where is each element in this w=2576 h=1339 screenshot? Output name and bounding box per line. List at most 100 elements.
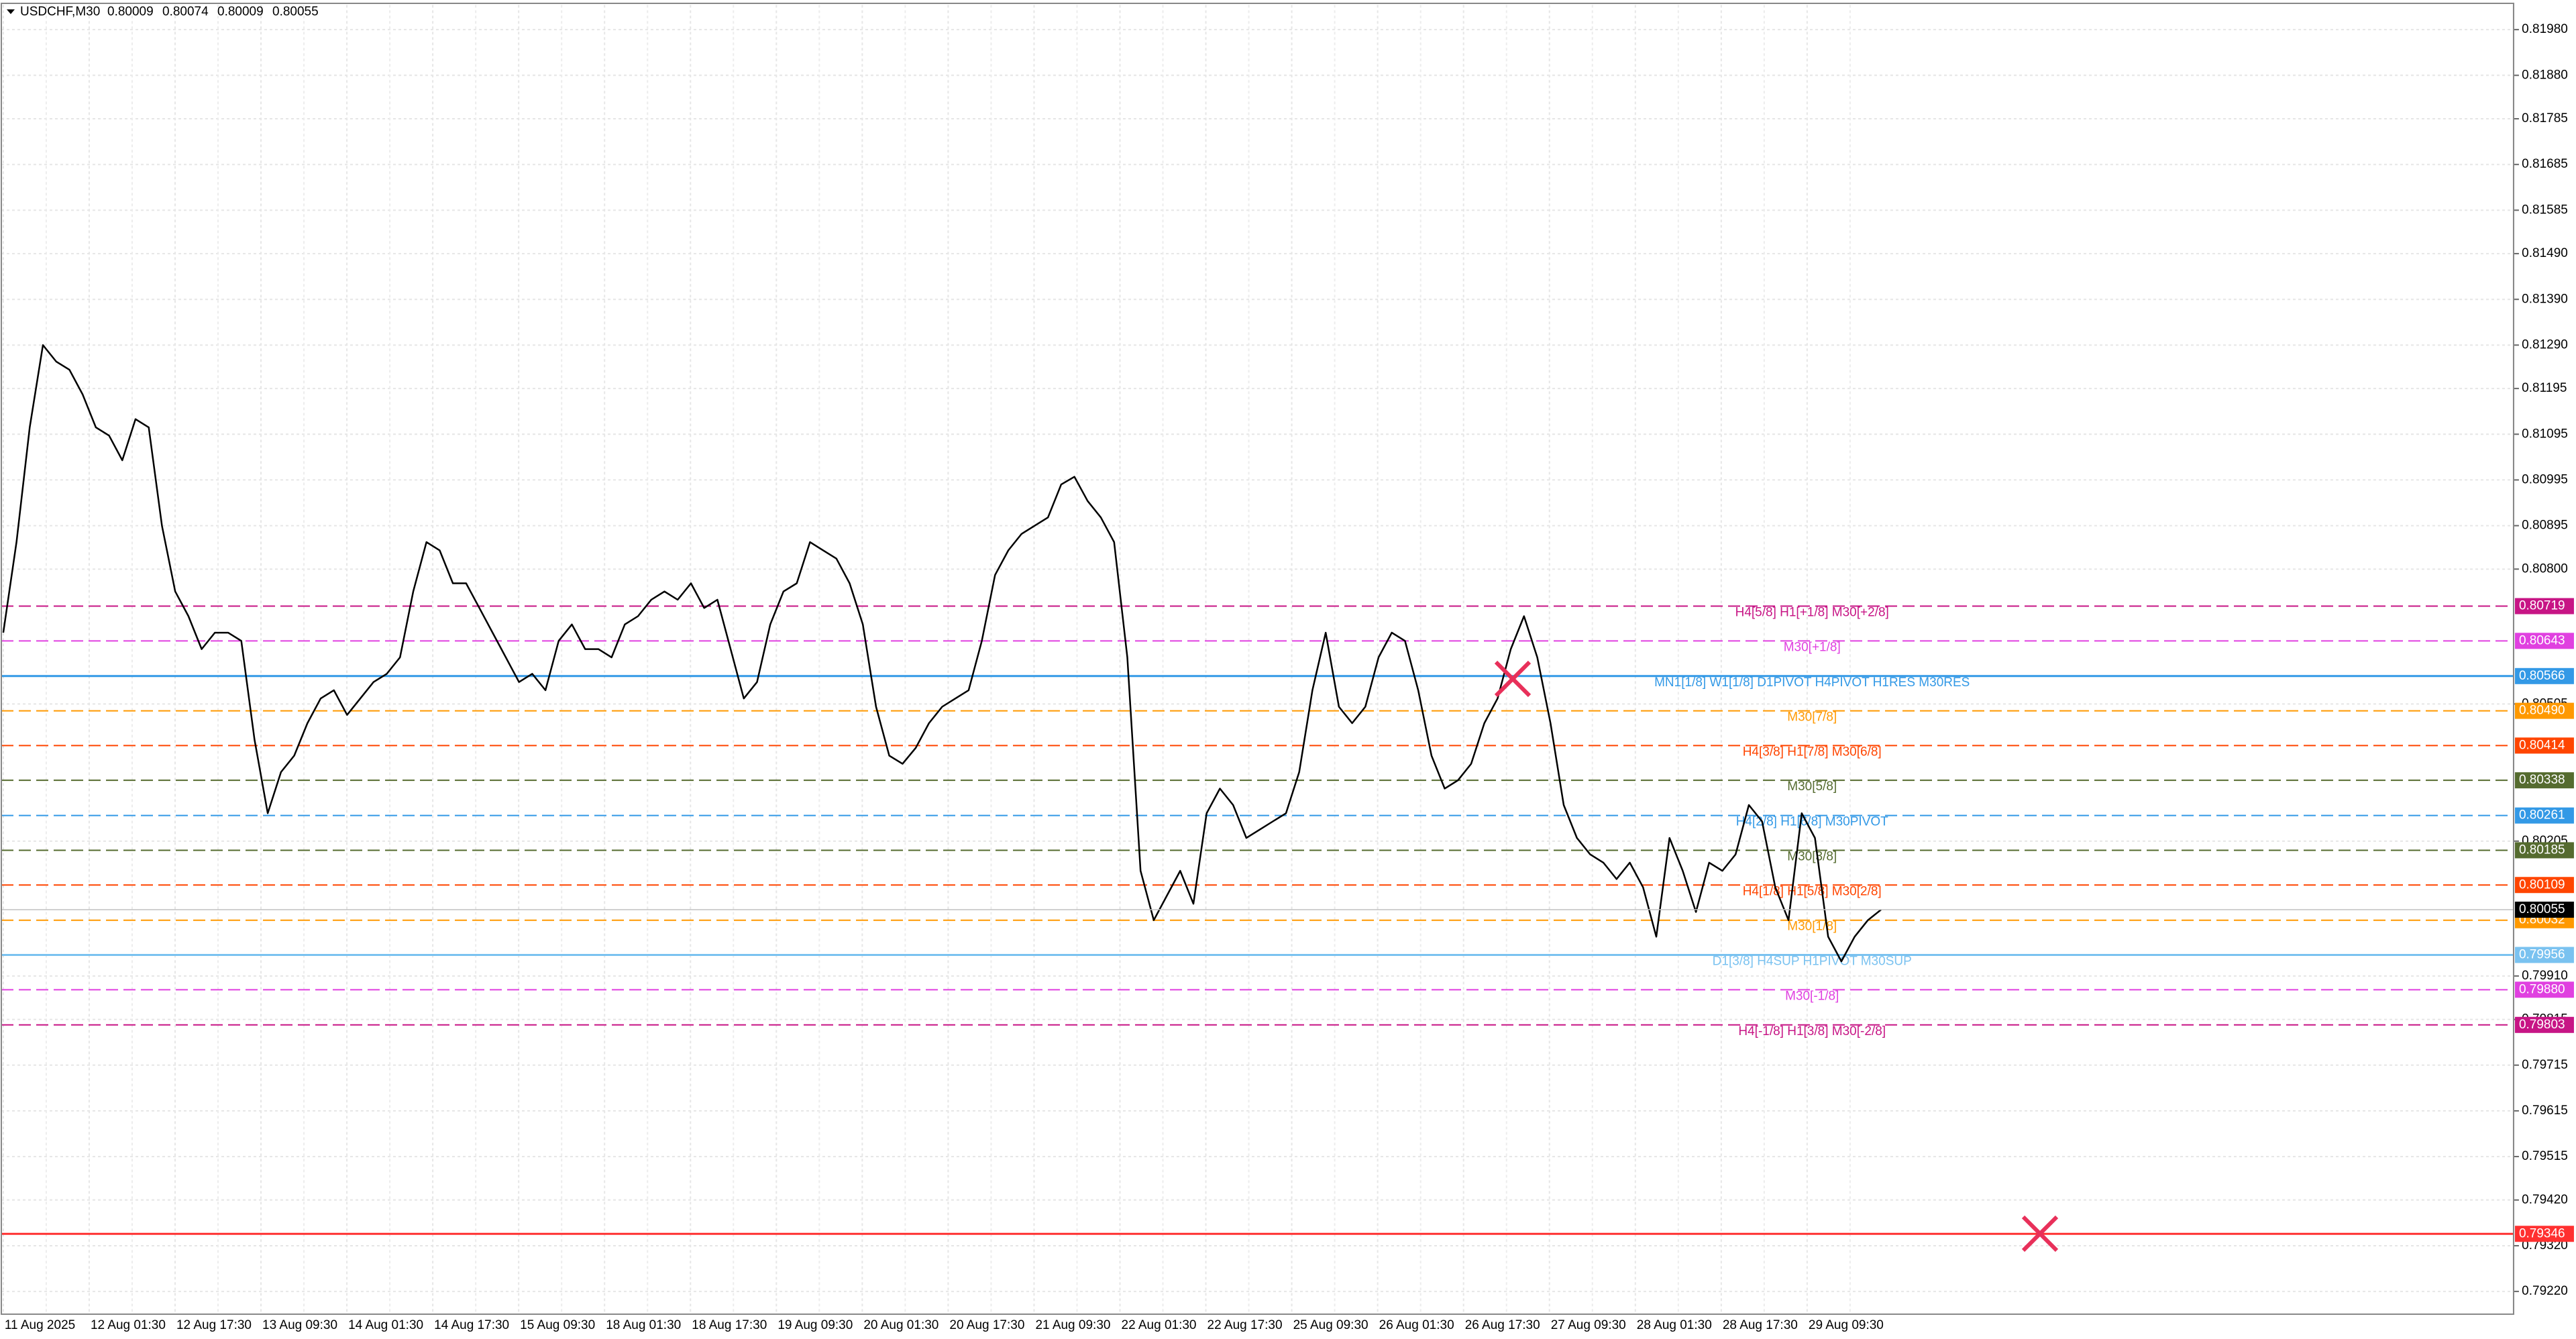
price-tag [2514,667,2574,684]
x-tick-label: 29 Aug 09:30 [1809,1318,1884,1332]
price-tag [2514,1016,2574,1033]
menu-arrow[interactable] [7,9,15,14]
level-label: MN1[1/8] W1[1/8] D1PIVOT H4PIVOT H1RES M… [1654,676,1970,690]
y-tick-label: 0.81685 [2522,157,2568,171]
y-tick-label: 0.81785 [2522,111,2568,125]
price-tag [2514,702,2574,719]
y-tick-label: 0.81490 [2522,246,2568,260]
level-label: H4[3/8] H1[7/8] M30[6/8] [1743,745,1882,759]
x-tick-label: 18 Aug 01:30 [606,1318,681,1332]
price-tag-label: 0.79803 [2519,1018,2565,1032]
y-tick-label: 0.81095 [2522,427,2568,441]
grid: 0.81980 0.81880 0.81785 0.81685 0.81585 0.814… [1,5,2568,1332]
x-tick-label: 14 Aug 01:30 [348,1318,423,1332]
x-tick-label: 25 Aug 09:30 [1293,1318,1368,1332]
price-tag-label: 0.80490 [2519,704,2565,718]
plot-frame [1,3,2514,1315]
y-tick-label: 0.79910 [2522,969,2568,983]
cross [2021,1215,2059,1252]
price-tag [2514,1226,2574,1242]
marker [1494,660,2059,1252]
price-tag [2514,772,2574,789]
x-tick-label: 28 Aug 01:30 [1637,1318,1712,1332]
price-tag [2514,807,2574,824]
price-tag-label: 0.80185 [2519,843,2565,857]
level-label: M30[-1/8] [1785,989,1839,1003]
price-tag [2514,981,2574,998]
x-tick-label: 22 Aug 17:30 [1208,1318,1283,1332]
y-tick-label: 0.79715 [2522,1058,2568,1072]
level-label: H4[1/8] H1[5/8] M30[2/8] [1743,884,1882,898]
level-label: H4[5/8] H1[+1/8] M30[+2/8] [1735,606,1889,620]
price-line [2,344,1882,963]
level-label: M30[3/8] [1787,849,1837,863]
y-tick-label: 0.79420 [2522,1193,2568,1207]
level-label: M30[7/8] [1787,710,1837,725]
level-label: H4[-1/8] H1[3/8] M30[-2/8] [1738,1024,1886,1038]
x-tick-label: 22 Aug 01:30 [1122,1318,1197,1332]
level-label: M30[5/8] [1787,780,1837,794]
current-price-tag [2514,902,2574,918]
y-tick-label: 0.80995 [2522,472,2568,486]
y-tick-label: 0.81880 [2522,68,2568,82]
price-tag [2514,877,2574,894]
x-tick-label: 26 Aug 01:30 [1379,1318,1454,1332]
ohlc-value: 0.80074 [162,5,209,19]
cross [1494,660,1532,698]
y-tick-label: 0.79220 [2522,1284,2568,1298]
x-tick-label: 28 Aug 17:30 [1723,1318,1798,1332]
level-label: H4[2/8] H1[6/8] M30PIVOT [1736,815,1888,829]
y-tick-label: 0.81390 [2522,292,2568,306]
ohlc-value: 0.80009 [217,5,264,19]
price-tag-label: 0.79346 [2519,1226,2565,1240]
price-tag-label: 0.80414 [2519,738,2565,752]
series [1,344,2514,963]
y-tick-label: 0.80895 [2522,519,2568,533]
current-price-label: 0.80055 [2519,902,2565,916]
price-tag-label: 0.80719 [2519,599,2565,613]
level-label: D1[3/8] H4SUP H1PIVOT M30SUP [1713,955,1912,969]
price-tag [2514,737,2574,754]
ohlc-value: 0.80055 [272,5,319,19]
price-tag-label: 0.79956 [2519,948,2565,962]
price-tag [2514,598,2574,614]
x-tick-label: 26 Aug 17:30 [1465,1318,1540,1332]
price-tag-label: 0.80338 [2519,773,2565,787]
price-tag-label: 0.80566 [2519,669,2565,683]
x-tick-label: 20 Aug 01:30 [863,1318,938,1332]
price-tag-label: 0.80643 [2519,633,2565,647]
price-tag [2514,842,2574,859]
x-tick-label: 18 Aug 17:30 [692,1318,767,1332]
x-tick-label: 12 Aug 17:30 [176,1318,252,1332]
level-label: M30[+1/8] [1784,640,1841,654]
ohlc-value: 0.80009 [107,5,154,19]
level-label: M30[1/8] [1787,920,1837,934]
y-tick-label: 0.79615 [2522,1104,2568,1118]
x-tick-label: 11 Aug 2025 [5,1318,75,1332]
x-tick-label: 14 Aug 17:30 [434,1318,509,1332]
x-tick-label: 20 Aug 17:30 [949,1318,1024,1332]
x-tick-label: 12 Aug 01:30 [91,1318,166,1332]
y-tick-label: 0.81980 [2522,22,2568,36]
levels: H4[5/8] H1[+1/8] M30[+2/8] M30[+1/8] MN1[1… [1,605,2514,1235]
price-tag [2514,633,2574,649]
x-tick-label: 13 Aug 09:30 [262,1318,337,1332]
price-tag-label: 0.80261 [2519,808,2565,822]
x-tick-label: 27 Aug 09:30 [1551,1318,1626,1332]
y-tick-label: 0.80800 [2522,561,2568,576]
y-tick-label: 0.81585 [2522,203,2568,217]
y-tick-label: 0.79515 [2522,1149,2568,1163]
x-tick-label: 19 Aug 09:30 [777,1318,853,1332]
symbol: USDCHF,M30 [20,5,100,19]
price-tags: 0.80719 0.80643 0.80566 0.80490 0.80414 0.803… [2514,598,2574,1242]
price-tag-label: 0.79880 [2519,982,2565,996]
price-tag [2514,947,2574,963]
y-tick-label: 0.81290 [2522,337,2568,352]
y-tick-label: 0.81195 [2522,381,2567,395]
x-tick-label: 21 Aug 09:30 [1035,1318,1110,1332]
x-tick-label: 15 Aug 09:30 [520,1318,595,1332]
ohlc: 0.80009 0.80074 0.80009 0.80055 [107,5,319,19]
price-tag-label: 0.80109 [2519,877,2565,892]
